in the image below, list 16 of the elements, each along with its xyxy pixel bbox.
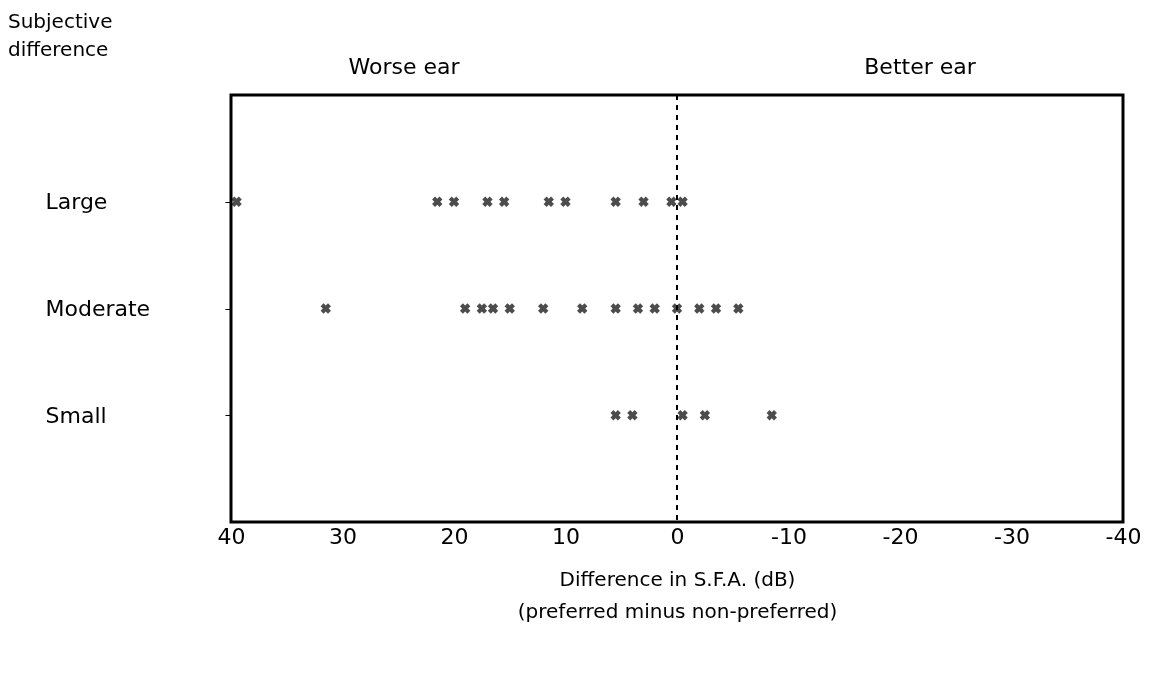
x-tick-label: -10 — [771, 523, 807, 549]
x-tick-label: 20 — [440, 523, 469, 549]
x-tick-label: -30 — [994, 523, 1030, 549]
x-tick-label: 30 — [329, 523, 357, 549]
x-tick-label: 10 — [552, 523, 580, 549]
text: Worse ear — [348, 54, 461, 79]
y-tick-label: Moderate — [45, 296, 151, 321]
y-tick-label: Large — [45, 189, 108, 215]
x-axis-title: Difference in S.F.A. (dB) (preferred minus non-preferred) — [517, 566, 838, 623]
y-axis-title: Subjective difference — [8, 9, 113, 61]
x-tick-label: 0 — [670, 523, 685, 549]
x-tick-label: -20 — [882, 523, 919, 549]
y-tick-label: Small — [45, 402, 107, 428]
text: Better ear — [864, 54, 977, 79]
x-tick-label: 40 — [217, 523, 246, 549]
x-tick-label: -40 — [1105, 523, 1142, 549]
